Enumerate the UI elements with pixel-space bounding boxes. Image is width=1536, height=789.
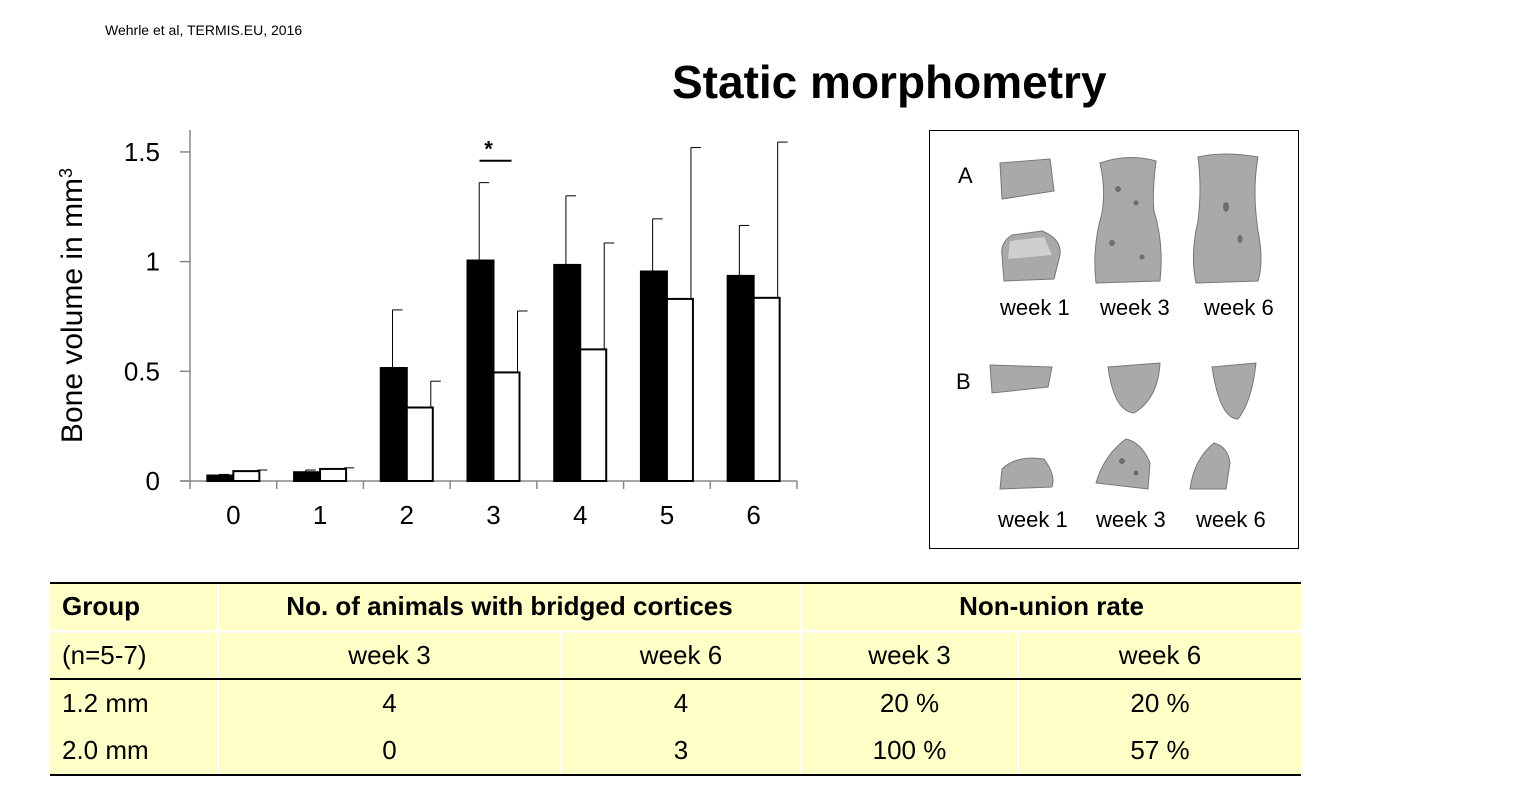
header-non-union-rate: Non-union rate [800,582,1301,631]
table-row: 1.2 mm 4 4 20 % 20 % [50,679,1301,727]
panel-a-week-3-label: week 3 [1100,295,1170,320]
bar-white-0 [232,470,261,482]
subheader-cell: week 6 [1017,629,1301,680]
subheader-cell: week 3 [800,629,1018,680]
panel-b-week-3-label: week 3 [1096,507,1166,532]
panel-b-week3-bone [1095,362,1161,490]
bar-white-1 [319,467,348,483]
bar-black-5 [639,270,668,482]
panel-a-letter: A [958,163,973,188]
micro-ct-inset: A week 1 week 3 week 6 B week 1 week 3 w… [929,130,1299,549]
bar-white-6 [752,296,781,482]
panel-b-week-6-label: week 6 [1196,507,1266,532]
x-tick-label: 6 [746,500,760,530]
y-tick-label: 1 [146,247,160,277]
bar-black-6 [726,274,755,482]
header-bridged-cortices: No. of animals with bridged cortices [217,582,801,631]
bar-black-2 [379,367,408,483]
x-tick-label: 0 [226,500,240,530]
x-tick-label: 3 [486,500,500,530]
subheader-cell: week 6 [560,629,801,680]
bar-black-3 [466,259,495,482]
y-tick-label: 0.5 [124,356,160,386]
panel-b-week6-bone [1189,362,1257,490]
bone-volume-bar-chart: 0 0.5 1 1.5 Bone volume in mm3 0 1 2 3 4 5 6 * [56,130,798,530]
slide-title: Static morphometry [672,56,1107,108]
table-cell: 0 [217,727,561,776]
table-cell: 4 [560,679,801,727]
table-row: 2.0 mm 0 3 100 % 57 % [50,727,1301,776]
panel-a-week3-bone [1094,157,1162,284]
x-tick-label: 2 [400,500,414,530]
y-tick-label: 1.5 [124,137,160,167]
bar-white-5 [665,297,694,482]
table-header-row: Group No. of animals with bridged cortic… [50,582,1301,631]
panel-a-week-1-label: week 1 [1000,295,1070,320]
x-tick-label: 5 [660,500,674,530]
bar-white-4 [579,348,608,482]
table-cell: 57 % [1017,727,1301,776]
table-cell: 2.0 mm [50,727,218,776]
table-subheader-row: (n=5-7) week 3 week 6 week 3 week 6 [50,629,1301,680]
significance-asterisk: * [484,137,493,162]
subheader-cell: week 3 [217,629,561,680]
table-cell: 4 [217,679,561,727]
citation: Wehrle et al, TERMIS.EU, 2016 [105,22,303,38]
table-cell: 1.2 mm [62,688,149,718]
y-tick-label: 0 [146,466,160,496]
panel-b-week-1-label: week 1 [998,507,1068,532]
table-cell: 100 % [800,727,1018,776]
x-tick-label: 1 [313,500,327,530]
bar-black-1 [293,471,322,483]
panel-a-week6-bone [1192,153,1262,284]
table-cell: 20 % [1017,679,1301,727]
table-cell: 20 % [800,679,1018,727]
x-tick-label: 4 [573,500,587,530]
panel-b-letter: B [956,369,971,394]
y-axis-label: Bone volume in mm3 [56,168,89,443]
header-group: Group [50,582,218,631]
bridging-results-table: Group No. of animals with bridged cortic… [50,582,1301,776]
bar-black-4 [553,263,582,482]
bar-black-0 [206,474,235,482]
panel-a-week-6-label: week 6 [1204,295,1274,320]
bar-white-2 [405,406,434,482]
subheader-cell: (n=5-7) [50,629,218,680]
panel-a-week1-bone [999,158,1061,282]
bar-white-3 [492,371,521,482]
panel-b-week1-bone [989,364,1054,490]
table-cell: 3 [560,727,801,776]
